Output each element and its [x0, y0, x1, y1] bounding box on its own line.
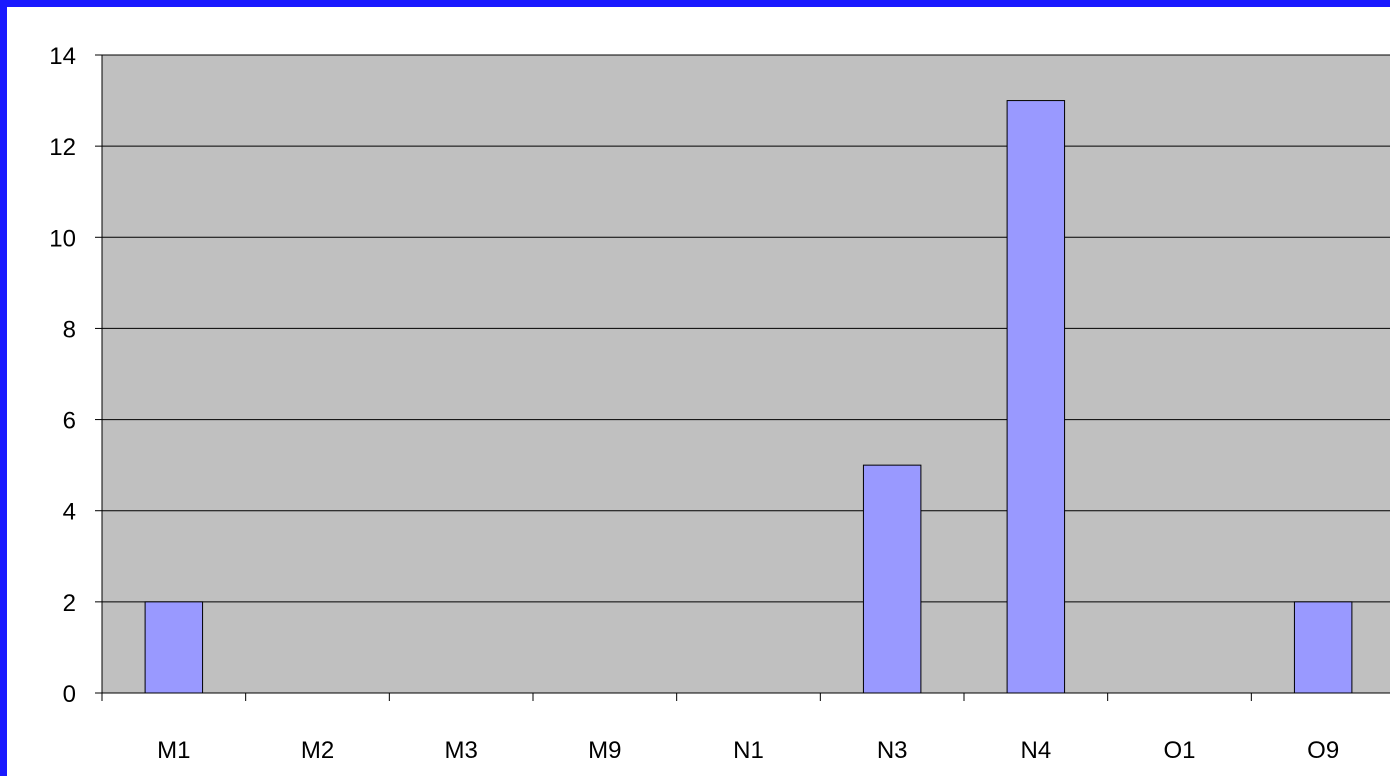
- y-tick-labels: 0 2 4 6 8 10 12 14: [49, 43, 76, 708]
- x-tick-label-o9: O9: [1307, 737, 1339, 764]
- y-tick-label: 12: [49, 134, 76, 161]
- y-tick-label: 8: [63, 316, 76, 343]
- x-tick-label-o1: O1: [1163, 737, 1195, 764]
- y-tick-label: 6: [63, 408, 76, 435]
- x-tick-label-n3: N3: [877, 737, 908, 764]
- y-tick-label: 14: [49, 43, 76, 70]
- bar-chart: 0 2 4 6 8 10 12 14 M1 M2 M3 M9 N1 N3 N4 O1 O9: [49, 43, 1390, 764]
- gridlines: [102, 54, 1390, 603]
- bars: [144, 100, 1353, 694]
- x-tick-label-m9: M9: [588, 737, 621, 764]
- x-tick-label-n4: N4: [1020, 737, 1051, 764]
- y-tick-label: 10: [49, 225, 76, 252]
- bar-n3: [862, 464, 922, 694]
- y-tick-label: 2: [63, 590, 76, 617]
- x-tick-label-m1: M1: [157, 737, 190, 764]
- bar-m1: [144, 601, 204, 694]
- bar-n4: [1006, 100, 1066, 694]
- x-tick-label-n1: N1: [733, 737, 764, 764]
- bar-o9: [1293, 601, 1353, 694]
- axes: [95, 54, 1390, 701]
- plot-area: [102, 55, 1390, 693]
- y-tick-label: 4: [63, 499, 76, 526]
- y-tick-label: 0: [63, 681, 76, 708]
- x-tick-label-m2: M2: [301, 737, 334, 764]
- x-tick-labels: M1 M2 M3 M9 N1 N3 N4 O1 O9: [157, 737, 1339, 764]
- x-tick-label-m3: M3: [444, 737, 477, 764]
